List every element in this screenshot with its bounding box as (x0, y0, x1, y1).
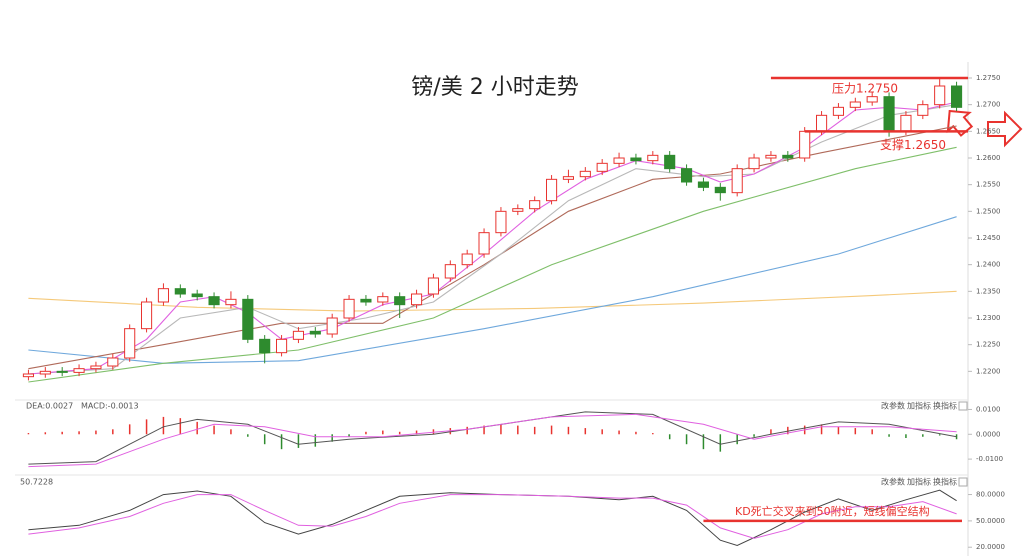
y-tick-label: 1.2650 (976, 127, 1001, 135)
y-tick-label: 1.2550 (976, 181, 1001, 189)
candle-body (934, 85, 946, 106)
candle-body (107, 357, 119, 367)
candle-body (174, 288, 186, 295)
candle-body (647, 154, 659, 162)
candle-body (141, 301, 153, 330)
y-tick-label: 1.2300 (976, 314, 1001, 322)
y-tick-label: 1.2350 (976, 287, 1001, 295)
candle-body (512, 208, 524, 212)
y-tick-label: 1.2500 (976, 207, 1001, 215)
candle-body (849, 101, 861, 108)
ma-line (28, 290, 957, 312)
candle-body (900, 114, 912, 132)
candle-body (444, 264, 456, 279)
y-tick-label: 1.2250 (976, 341, 1001, 349)
candle-body (613, 157, 625, 164)
candle-body (309, 330, 321, 335)
ma-line (28, 104, 957, 375)
panel-button[interactable]: 加指标 (907, 401, 931, 411)
candle-body (360, 298, 372, 303)
ma-line (28, 125, 957, 370)
candle-body (292, 330, 304, 340)
panel-button[interactable]: 加指标 (907, 477, 931, 487)
close-button[interactable] (958, 401, 968, 411)
candle-body (799, 130, 811, 159)
indicator-label: DEA:0.0027 (26, 402, 73, 411)
candle-body (917, 104, 929, 116)
ma-line (28, 101, 957, 375)
y-tick-label: 1.2450 (976, 234, 1001, 242)
candle-body (242, 298, 254, 340)
candle-body (377, 296, 389, 303)
candle-body (208, 296, 220, 306)
kd-line (28, 494, 957, 539)
candle-body (748, 157, 760, 170)
candle-body (157, 288, 169, 303)
y-tick-label: 1.2600 (976, 154, 1001, 162)
candle-body (765, 154, 777, 159)
candle-body (546, 178, 558, 202)
chart-title: 镑/美 2 小时走势 (411, 75, 578, 100)
candle-body (630, 157, 642, 162)
y-tick-label: -0.0100 (976, 455, 1003, 463)
candle-body (951, 85, 963, 108)
macd-line (28, 413, 957, 468)
panel-button[interactable]: 改参数 (881, 401, 905, 411)
candle-body (191, 293, 203, 298)
level-label: 压力1.2750 (832, 82, 898, 96)
candle-body (39, 370, 51, 375)
y-tick-label: 1.2400 (976, 261, 1001, 269)
y-tick-label: 0.0100 (976, 405, 1001, 413)
candle-body (832, 106, 844, 116)
candle-body (343, 298, 355, 319)
candle-body (681, 168, 693, 183)
candle-body (259, 338, 271, 354)
candle-body (579, 170, 591, 178)
candle-body (427, 277, 439, 295)
candle-body (73, 368, 85, 373)
panel-button[interactable]: 改参数 (881, 477, 905, 487)
candle-body (56, 370, 68, 373)
candle-body (461, 253, 473, 266)
candle-body (562, 176, 574, 180)
candle-body (394, 296, 406, 306)
y-tick-label: 1.2750 (976, 74, 1001, 82)
candle-body (782, 154, 794, 159)
ma-line (28, 146, 957, 383)
y-tick-label: 1.2700 (976, 101, 1001, 109)
candle-body (816, 114, 828, 132)
candle-body (883, 96, 895, 132)
candle-body (225, 298, 237, 306)
y-tick-label: 20.0000 (976, 543, 1005, 551)
candle-body (478, 232, 490, 255)
level-label: 支撑1.2650 (880, 137, 946, 152)
candle-body (714, 186, 726, 194)
candle-body (529, 200, 541, 210)
candle-body (866, 96, 878, 103)
candle-body (664, 154, 676, 170)
indicator-label: 50.7228 (20, 478, 53, 487)
panel-button[interactable]: 换指标 (933, 401, 957, 411)
indicator-label: MACD:-0.0013 (81, 402, 139, 411)
candle-body (22, 373, 34, 378)
candle-body (90, 365, 102, 370)
y-tick-label: 80.0000 (976, 491, 1005, 499)
candle-body (411, 293, 423, 306)
candle-body (731, 168, 743, 194)
y-tick-label: 0.0000 (976, 430, 1001, 438)
kd-annotation: KD死亡交叉来到50附近，短线偏空结构 (735, 504, 930, 518)
right-arrow (987, 110, 1023, 148)
candle-body (124, 328, 136, 359)
y-tick-label: 50.0000 (976, 517, 1005, 525)
candle-body (276, 338, 288, 354)
candle-body (495, 210, 507, 234)
candle-body (596, 162, 608, 172)
panel-button[interactable]: 换指标 (933, 477, 957, 487)
y-tick-label: 1.2200 (976, 367, 1001, 375)
close-button[interactable] (958, 477, 968, 487)
candle-body (697, 181, 709, 188)
candle-body (326, 317, 338, 335)
